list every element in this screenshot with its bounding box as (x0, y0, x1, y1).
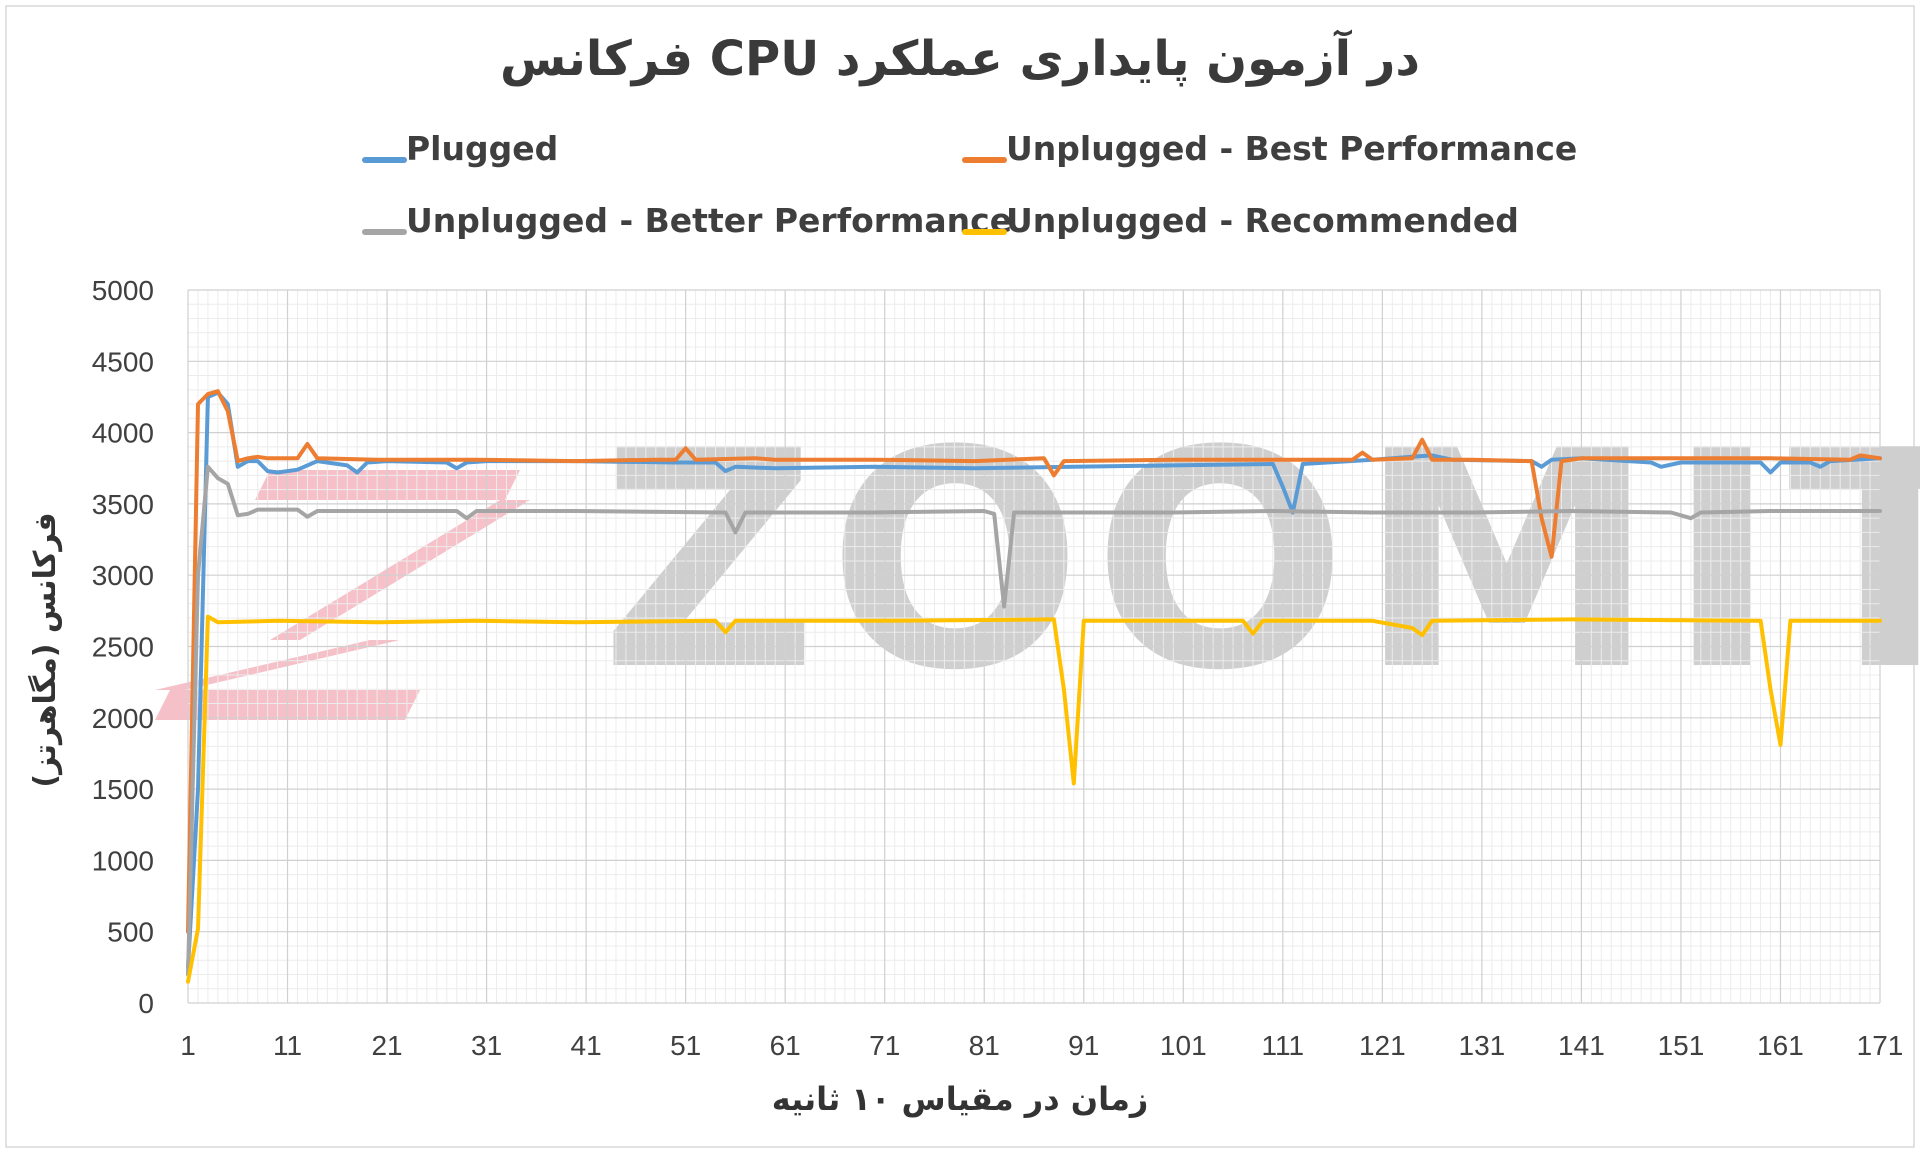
chart-title: فرکانس CPU در آزمون پایداری عملکرد (500, 29, 1420, 87)
x-tick-label: 61 (770, 1030, 801, 1061)
y-tick-label: 2500 (92, 632, 154, 663)
x-tick-label: 171 (1857, 1030, 1904, 1061)
major-gridlines (187, 289, 1881, 1004)
x-tick-label: 81 (969, 1030, 1000, 1061)
y-tick-label: 500 (107, 917, 154, 948)
series-line (186, 614, 1882, 984)
x-tick-label: 131 (1459, 1030, 1506, 1061)
x-tick-label: 21 (371, 1030, 402, 1061)
watermark: ZOOMIT (155, 387, 1920, 736)
x-tick-label: 11 (273, 1030, 302, 1061)
legend-label: Unplugged - Better Performance (406, 201, 1012, 240)
series-line (186, 390, 1882, 970)
y-axis-tick-labels: 0 500 1000 1500 2000 2500 3000 3500 4000 4500 5000 (92, 275, 154, 1019)
x-axis-title: زمان در مقیاس ۱۰ ثانیه (772, 1080, 1149, 1118)
x-tick-label: 101 (1160, 1030, 1207, 1061)
y-tick-label: 5000 (92, 275, 154, 306)
x-tick-label: 151 (1658, 1030, 1705, 1061)
legend-label: Unplugged - Recommended (1006, 201, 1519, 240)
y-tick-label: 1500 (92, 774, 154, 805)
x-tick-label: 41 (571, 1030, 602, 1061)
series-line (186, 389, 1882, 934)
y-tick-label: 1000 (92, 845, 154, 876)
legend-label: Plugged (406, 129, 558, 168)
x-tick-label: 161 (1757, 1030, 1804, 1061)
x-tick-label: 141 (1558, 1030, 1605, 1061)
x-tick-label: 31 (471, 1030, 502, 1061)
y-tick-label: 2000 (92, 703, 154, 734)
y-tick-label: 3000 (92, 560, 154, 591)
x-tick-label: 111 (1262, 1030, 1305, 1061)
chart-border (5, 5, 1915, 1148)
y-tick-label: 3500 (92, 489, 154, 520)
watermark-text: ZOOMIT (600, 387, 1920, 736)
x-tick-label: 1 (180, 1030, 196, 1061)
x-axis-tick-labels: 1 11 21 31 41 51 61 71 81 91 101 111 121 131 141 151 161… (180, 1030, 1903, 1061)
y-axis-title: فرکانس (مگاهرتز) (27, 512, 63, 787)
y-tick-label: 4500 (92, 346, 154, 377)
legend: Plugged Unplugged - Best Performance Unplu… (362, 129, 1577, 240)
y-tick-label: 0 (138, 988, 154, 1019)
x-tick-label: 51 (670, 1030, 701, 1061)
x-tick-label: 91 (1068, 1030, 1099, 1061)
y-tick-label: 4000 (92, 418, 154, 449)
x-tick-label: 71 (869, 1030, 900, 1061)
legend-label: Unplugged - Best Performance (1006, 129, 1577, 168)
x-tick-label: 121 (1359, 1030, 1406, 1061)
series-line (186, 464, 1882, 977)
series-lines (186, 389, 1882, 984)
